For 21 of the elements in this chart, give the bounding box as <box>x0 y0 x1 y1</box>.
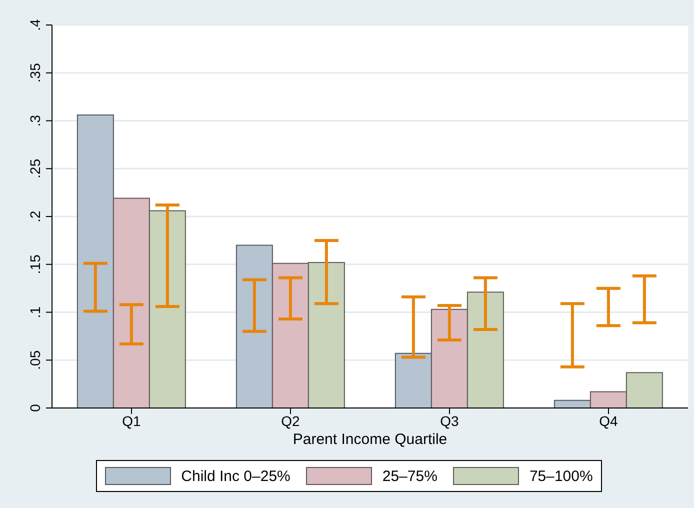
x-tick-label: Q2 <box>281 412 300 429</box>
legend-label: Child Inc 0–25% <box>181 468 290 484</box>
bar <box>394 352 432 408</box>
y-tick-label: .25 <box>27 158 43 178</box>
x-axis-title: Parent Income Quartile <box>292 431 448 448</box>
legend-label: 75–100% <box>529 468 593 484</box>
x-tick-label: Q1 <box>122 412 142 429</box>
x-tick-label: Q3 <box>440 412 460 429</box>
x-tick-label: Q4 <box>599 412 618 429</box>
y-tick-label: .35 <box>27 62 43 83</box>
y-tick-label: .2 <box>27 210 43 222</box>
y-tick-label: .15 <box>27 254 43 274</box>
y-tick-label: .05 <box>27 350 43 370</box>
y-tick-label: .4 <box>27 18 43 31</box>
y-tick-label: .1 <box>27 306 43 318</box>
legend-label: 25–75% <box>382 468 438 484</box>
bar <box>554 400 591 408</box>
y-tick-label: .3 <box>27 114 43 127</box>
bar <box>76 114 114 408</box>
bar <box>236 244 273 408</box>
y-tick-label: 0 <box>27 404 43 412</box>
